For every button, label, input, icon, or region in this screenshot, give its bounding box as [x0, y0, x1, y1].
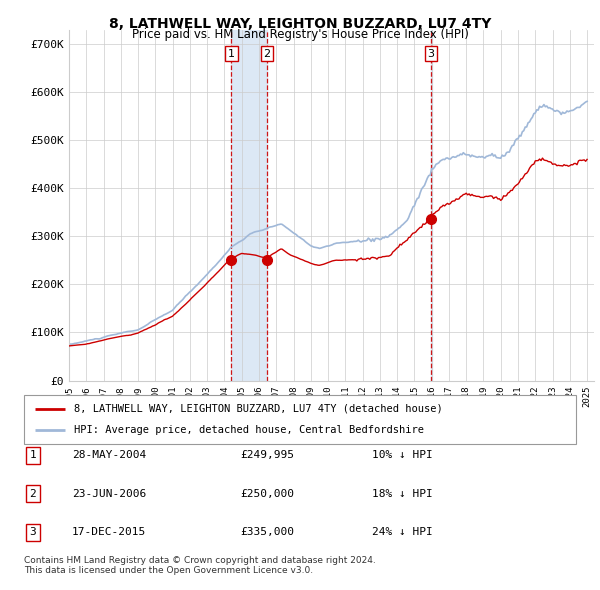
Text: 8, LATHWELL WAY, LEIGHTON BUZZARD, LU7 4TY: 8, LATHWELL WAY, LEIGHTON BUZZARD, LU7 4…: [109, 17, 491, 31]
Text: £335,000: £335,000: [240, 527, 294, 537]
Text: 10% ↓ HPI: 10% ↓ HPI: [372, 451, 433, 460]
Text: Contains HM Land Registry data © Crown copyright and database right 2024.: Contains HM Land Registry data © Crown c…: [24, 556, 376, 565]
Text: 1: 1: [29, 451, 37, 460]
Text: 2: 2: [29, 489, 37, 499]
Text: This data is licensed under the Open Government Licence v3.0.: This data is licensed under the Open Gov…: [24, 566, 313, 575]
Bar: [232, 30, 267, 381]
Text: 8, LATHWELL WAY, LEIGHTON BUZZARD, LU7 4TY (detached house): 8, LATHWELL WAY, LEIGHTON BUZZARD, LU7 4…: [74, 404, 442, 414]
Text: 17-DEC-2015: 17-DEC-2015: [72, 527, 146, 537]
Text: 28-MAY-2004: 28-MAY-2004: [72, 451, 146, 460]
Text: 24% ↓ HPI: 24% ↓ HPI: [372, 527, 433, 537]
Text: £249,995: £249,995: [240, 451, 294, 460]
Text: 2: 2: [263, 48, 271, 58]
Text: 3: 3: [427, 48, 434, 58]
Text: 3: 3: [29, 527, 37, 537]
Text: 23-JUN-2006: 23-JUN-2006: [72, 489, 146, 499]
Text: HPI: Average price, detached house, Central Bedfordshire: HPI: Average price, detached house, Cent…: [74, 425, 424, 435]
Text: 18% ↓ HPI: 18% ↓ HPI: [372, 489, 433, 499]
Bar: [431, 30, 432, 381]
Text: £250,000: £250,000: [240, 489, 294, 499]
Text: Price paid vs. HM Land Registry's House Price Index (HPI): Price paid vs. HM Land Registry's House …: [131, 28, 469, 41]
Text: 1: 1: [228, 48, 235, 58]
